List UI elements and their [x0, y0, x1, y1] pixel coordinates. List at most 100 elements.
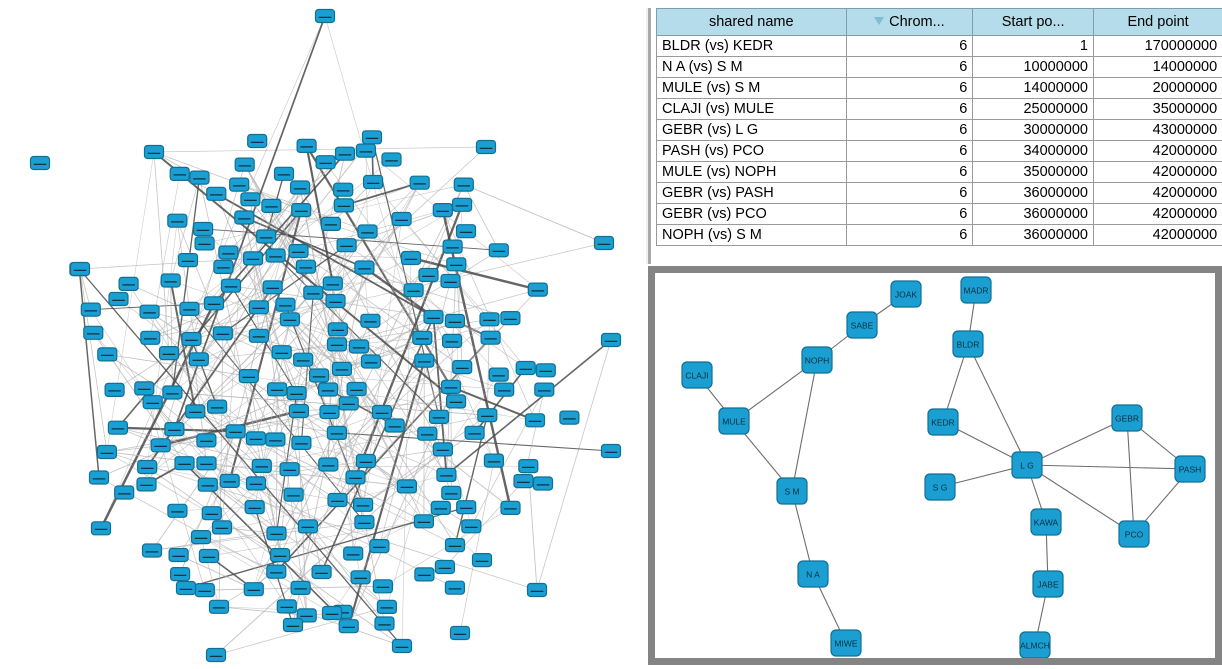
overview-node-shape[interactable]: [475, 139, 497, 155]
overview-node-shape[interactable]: [283, 487, 304, 502]
overview-node-shape[interactable]: [265, 432, 286, 447]
cell-shared_name[interactable]: GEBR (vs) L G: [656, 119, 847, 141]
overview-node[interactable]: ▬▬▬: [291, 435, 312, 450]
overview-node[interactable]: ▬▬▬: [326, 337, 348, 352]
overview-node[interactable]: ▬▬▬: [444, 313, 465, 329]
overview-node[interactable]: ▬▬▬: [164, 422, 185, 437]
overview-node[interactable]: ▬▬▬: [134, 381, 155, 396]
overview-node-shape[interactable]: [309, 368, 330, 383]
table-row[interactable]: MULE (vs) NOPH6350000004200000010.5: [656, 161, 1222, 183]
overview-node-shape[interactable]: [338, 619, 359, 634]
overview-node[interactable]: ▬▬▬: [185, 404, 206, 419]
detail-node-shape[interactable]: [1174, 455, 1206, 483]
detail-node-shape[interactable]: [1111, 404, 1143, 432]
overview-node-shape[interactable]: [265, 248, 286, 263]
overview-node-shape[interactable]: [442, 239, 463, 254]
overview-node-shape[interactable]: [326, 425, 347, 440]
overview-edge[interactable]: [379, 280, 451, 547]
overview-edge[interactable]: [275, 255, 440, 418]
overview-node-shape[interactable]: [436, 467, 457, 482]
overview-node[interactable]: ▬▬▬: [205, 647, 227, 663]
overview-edge[interactable]: [160, 444, 388, 608]
overview-node-shape[interactable]: [477, 408, 498, 423]
detail-node-shape[interactable]: [960, 276, 992, 304]
overview-node[interactable]: ▬▬▬: [69, 261, 91, 277]
overview-node-shape[interactable]: [69, 261, 91, 277]
overview-edge[interactable]: [190, 338, 218, 407]
overview-node-shape[interactable]: [282, 617, 304, 633]
table-header-end_point[interactable]: End point: [1092, 8, 1222, 36]
overview-node-shape[interactable]: [428, 409, 450, 424]
overview-node[interactable]: ▬▬▬: [167, 213, 188, 228]
detail-node-shape[interactable]: [681, 361, 713, 389]
detail-edge[interactable]: [791, 490, 814, 575]
cell-end_point[interactable]: 20000000: [1092, 77, 1222, 99]
overview-edge[interactable]: [150, 286, 273, 339]
overview-node-shape[interactable]: [381, 152, 402, 167]
overview-node-shape[interactable]: [357, 224, 378, 239]
overview-node[interactable]: ▬▬▬: [179, 301, 200, 316]
overview-edge[interactable]: [286, 184, 465, 607]
table-row[interactable]: MULE (vs) S M614000000200000007.5: [656, 77, 1222, 99]
detail-node[interactable]: S G: [924, 473, 956, 501]
overview-node-shape[interactable]: [158, 346, 180, 361]
overview-node-shape[interactable]: [150, 438, 171, 453]
overview-node-shape[interactable]: [374, 616, 395, 631]
overview-node-shape[interactable]: [353, 497, 374, 512]
cell-shared_name[interactable]: MULE (vs) NOPH: [656, 161, 847, 183]
edge-table-frame[interactable]: shared name Chrom... Start po... End point G…: [648, 8, 1222, 264]
overview-edge[interactable]: [208, 520, 424, 557]
overview-node[interactable]: ▬▬▬: [442, 333, 463, 348]
table-row[interactable]: N A (vs) S M610000000140000006.6: [656, 56, 1222, 78]
overview-node-shape[interactable]: [354, 514, 375, 530]
overview-node[interactable]: ▬▬▬: [267, 382, 288, 397]
overview-node[interactable]: ▬▬▬: [190, 529, 212, 545]
overview-node-shape[interactable]: [208, 599, 230, 614]
overview-node-shape[interactable]: [266, 564, 287, 579]
overview-edge[interactable]: [249, 199, 308, 616]
overview-node-shape[interactable]: [279, 462, 300, 477]
overview-node-shape[interactable]: [168, 547, 189, 563]
overview-node-shape[interactable]: [141, 543, 163, 558]
overview-node-shape[interactable]: [331, 361, 352, 376]
overview-node[interactable]: ▬▬▬: [309, 368, 330, 383]
overview-node-shape[interactable]: [211, 520, 233, 535]
overview-node-shape[interactable]: [600, 332, 622, 348]
overview-node[interactable]: ▬▬▬: [167, 503, 188, 518]
overview-node-shape[interactable]: [296, 138, 317, 153]
overview-node-shape[interactable]: [348, 339, 370, 354]
overview-node[interactable]: ▬▬▬: [524, 413, 546, 428]
overview-node-shape[interactable]: [414, 353, 435, 368]
cell-start_point[interactable]: 34000000: [972, 140, 1094, 162]
overview-node[interactable]: ▬▬▬: [488, 243, 509, 258]
overview-edge[interactable]: [426, 433, 452, 494]
overview-node-shape[interactable]: [376, 599, 397, 615]
overview-node[interactable]: ▬▬▬: [527, 282, 548, 297]
overview-node-shape[interactable]: [350, 570, 371, 585]
detail-node-shape[interactable]: [890, 280, 922, 308]
overview-node-shape[interactable]: [97, 347, 118, 362]
overview-node[interactable]: ▬▬▬: [518, 459, 539, 474]
overview-node[interactable]: ▬▬▬: [432, 442, 453, 457]
detail-node[interactable]: MADR: [960, 276, 992, 304]
overview-node-shape[interactable]: [449, 625, 471, 641]
detail-node[interactable]: KEDR: [927, 408, 959, 436]
overview-node[interactable]: ▬▬▬: [446, 394, 467, 409]
overview-node[interactable]: ▬▬▬: [461, 519, 482, 534]
cell-chromosome[interactable]: 6: [845, 98, 974, 120]
overview-node-shape[interactable]: [413, 514, 434, 529]
overview-node[interactable]: ▬▬▬: [452, 360, 473, 375]
overview-edge[interactable]: [179, 431, 237, 575]
cell-start_point[interactable]: 36000000: [972, 182, 1094, 204]
overview-node[interactable]: ▬▬▬: [434, 559, 455, 575]
overview-node[interactable]: ▬▬▬: [430, 500, 451, 515]
detail-network-panel[interactable]: JOAK SABE NOPH CLAJI MULE S M N A MIWE MADR BLDR K…: [648, 266, 1222, 665]
detail-node-shape[interactable]: [1118, 520, 1150, 548]
overview-node-shape[interactable]: [288, 243, 309, 259]
detail-node-shape[interactable]: [776, 477, 808, 505]
overview-edge[interactable]: [151, 431, 237, 551]
overview-edge[interactable]: [150, 258, 254, 339]
overview-node[interactable]: ▬▬▬: [137, 459, 158, 475]
detail-node[interactable]: MULE: [718, 407, 750, 435]
overview-node[interactable]: ▬▬▬: [219, 473, 240, 488]
